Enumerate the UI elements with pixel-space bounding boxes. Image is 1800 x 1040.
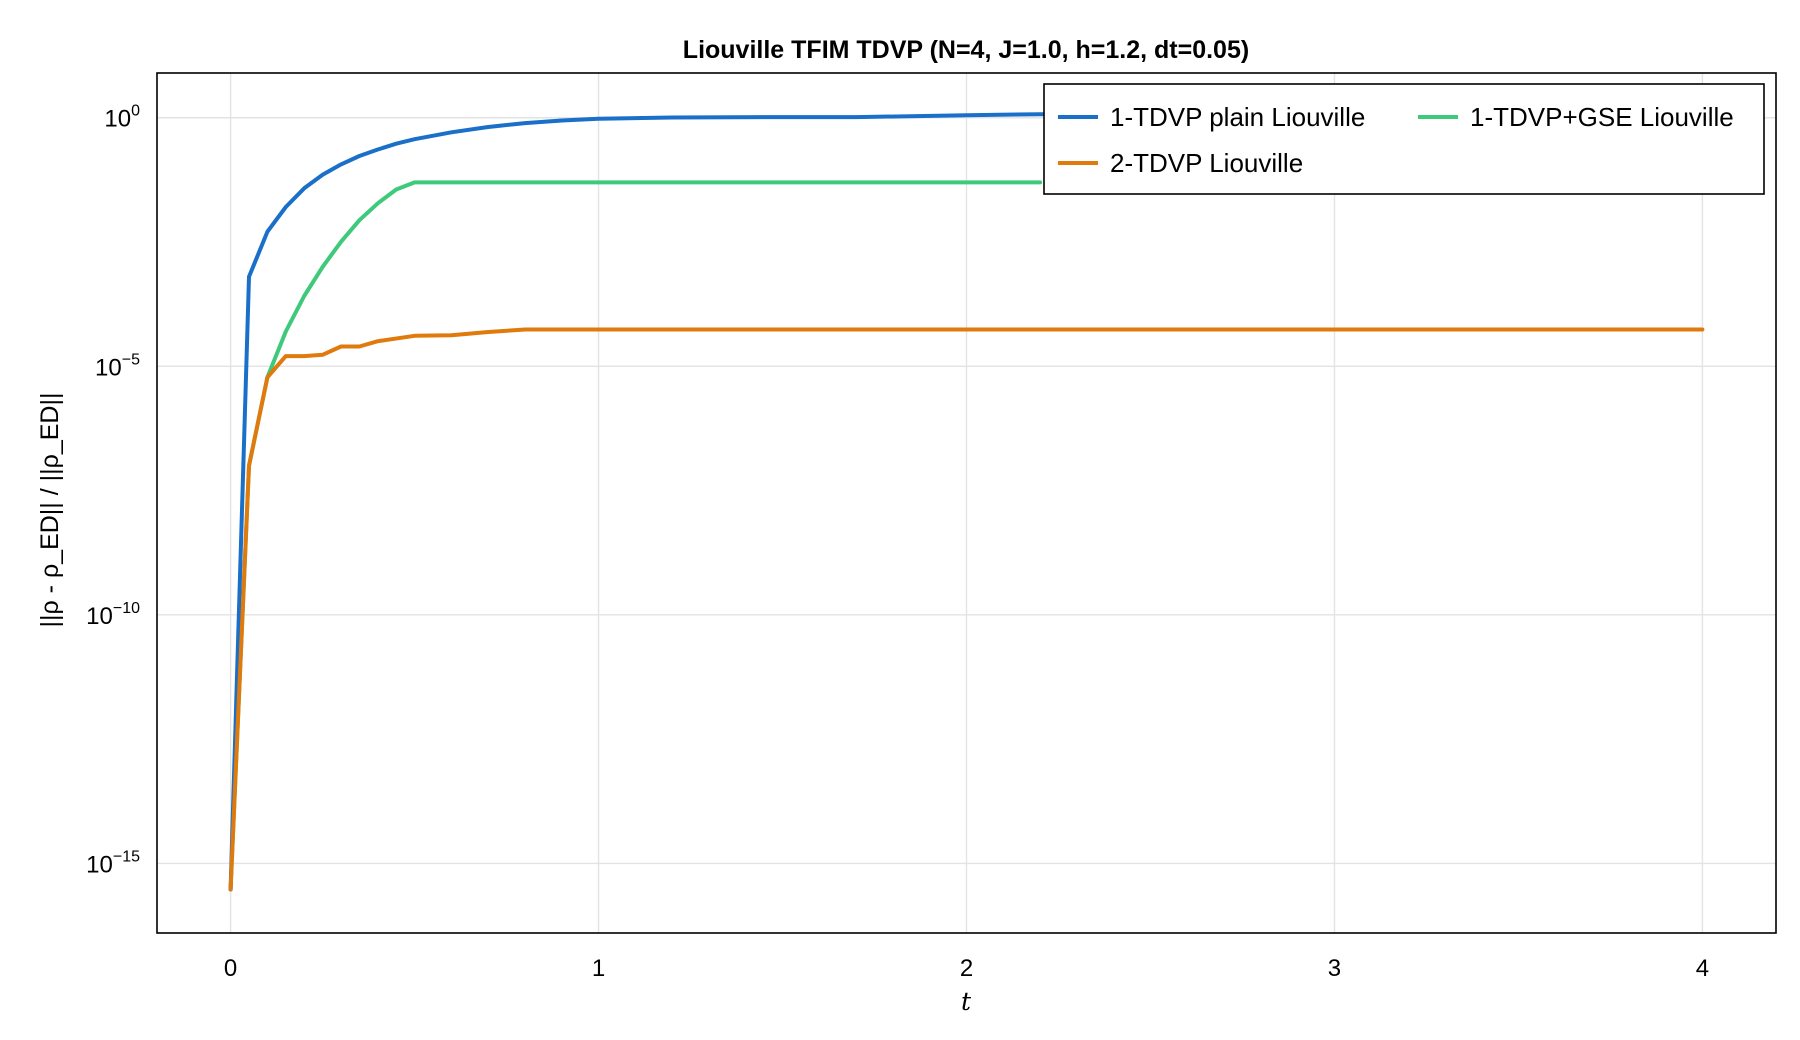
y-tick-exponent: −10	[113, 600, 140, 617]
series-line-1-tdvp-gse-liouville	[228, 180, 1043, 892]
x-tick-label: 1	[592, 955, 605, 982]
legend-box	[1043, 83, 1765, 195]
y-tick-label: 100	[104, 103, 140, 133]
series-line-2-tdvp-liouville	[228, 327, 1705, 892]
y-tick-label: 10−5	[95, 351, 140, 381]
y-tick-base: 10	[104, 106, 131, 133]
y-tick-text: 100	[104, 103, 140, 133]
series-line-1-tdvp-plain-liouville	[228, 111, 1153, 892]
series-layer	[228, 111, 1705, 892]
x-tick-label: 3	[1328, 955, 1341, 982]
x-tick-label: 0	[224, 955, 237, 982]
y-tick-text: 10−5	[95, 351, 140, 381]
y-tick-label: 10−10	[86, 600, 140, 630]
y-tick-exponent: 0	[131, 103, 140, 120]
legend-item: 1-TDVP plain Liouville	[1058, 102, 1365, 132]
y-tick-text: 10−15	[86, 848, 140, 878]
y-tick-exponent: −15	[113, 848, 140, 865]
x-tick-label: 2	[960, 955, 973, 982]
y-tick-base: 10	[86, 851, 113, 878]
plot-frame	[156, 72, 1777, 934]
legend-label: 1-TDVP+GSE Liouville	[1470, 102, 1734, 132]
y-axis-label: ||ρ - ρ_ED|| / ||ρ_ED||	[36, 393, 64, 628]
x-tick-label: 4	[1696, 955, 1709, 982]
legend-label: 2-TDVP Liouville	[1110, 148, 1303, 178]
x-axis-label: t	[961, 987, 972, 1016]
y-tick-base: 10	[95, 354, 122, 381]
chart-title: Liouville TFIM TDVP (N=4, J=1.0, h=1.2, …	[683, 36, 1249, 64]
y-tick-label: 10−15	[86, 848, 140, 878]
y-tick-exponent: −5	[122, 351, 140, 368]
y-tick-base: 10	[86, 603, 113, 630]
y-tick-text: 10−10	[86, 600, 140, 630]
legend: 1-TDVP plain Liouville 1-TDVP+GSE Liouvil…	[1043, 83, 1765, 195]
legend-label: 1-TDVP plain Liouville	[1110, 102, 1365, 132]
legend-item: 2-TDVP Liouville	[1058, 148, 1303, 178]
x-axis: 0 1 2 3 4	[224, 955, 1709, 982]
legend-item: 1-TDVP+GSE Liouville	[1418, 102, 1734, 132]
